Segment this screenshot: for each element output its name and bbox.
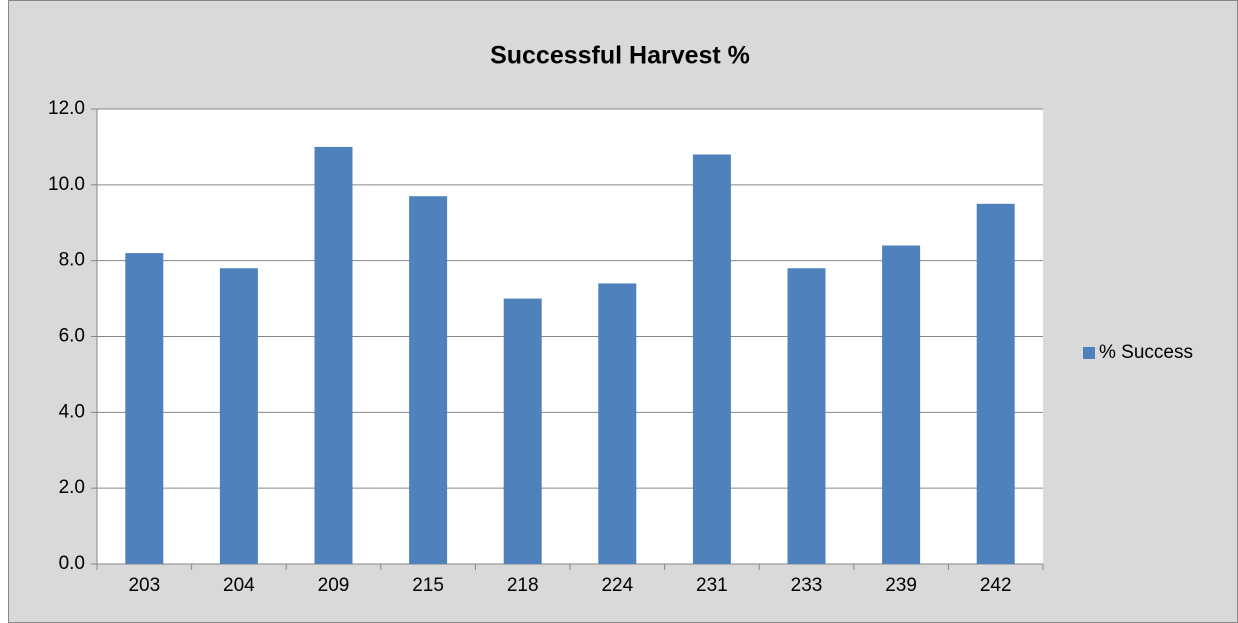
x-tick-label: 209: [318, 575, 350, 596]
x-tick-label: 203: [128, 575, 160, 596]
x-tick-label: 233: [791, 575, 823, 596]
y-tick-label: 12.0: [48, 98, 85, 119]
x-tick-label: 231: [696, 575, 728, 596]
legend-label: % Success: [1099, 342, 1193, 363]
bar: [598, 283, 637, 564]
y-tick-label: 6.0: [59, 326, 85, 347]
x-tick-label: 239: [885, 575, 917, 596]
legend-swatch: [1083, 347, 1095, 359]
bar: [787, 268, 826, 564]
bar: [976, 203, 1015, 564]
x-tick-label: 215: [412, 575, 444, 596]
bar: [409, 196, 448, 565]
y-tick-label: 10.0: [48, 174, 85, 195]
bar: [882, 245, 921, 564]
x-tick-label: 224: [601, 575, 633, 596]
y-tick-label: 8.0: [59, 250, 85, 271]
y-tick-label: 4.0: [59, 401, 85, 422]
bar: [219, 268, 258, 564]
bar: [503, 298, 542, 564]
x-tick-label: 218: [507, 575, 539, 596]
bar: [692, 154, 731, 564]
y-tick-label: 0.0: [59, 553, 85, 574]
y-tick-label: 2.0: [59, 477, 85, 498]
x-tick-label: 242: [980, 575, 1012, 596]
chart-title: Successful Harvest %: [490, 42, 750, 70]
bar: [125, 253, 164, 565]
bar: [314, 146, 353, 564]
x-tick-label: 204: [223, 575, 255, 596]
